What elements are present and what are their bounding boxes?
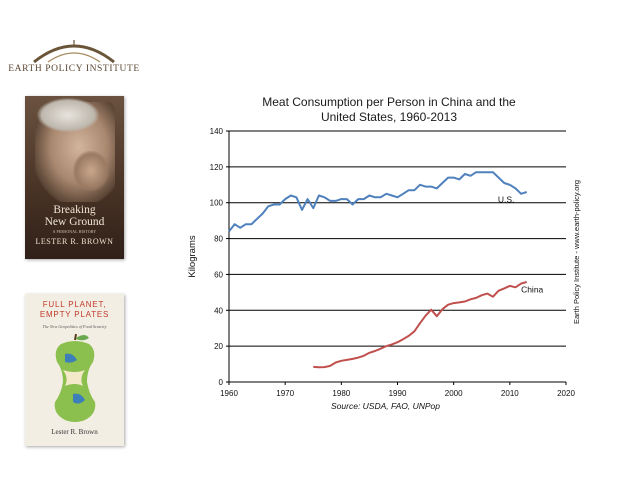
y-tick-label: 40 (214, 306, 223, 315)
x-tick-label: 2000 (445, 389, 463, 398)
chart-title: Meat Consumption per Person in China and… (262, 95, 516, 124)
book-cover-full-planet-empty-plates: FULL PLANET, EMPTY PLATES The New Geopol… (25, 294, 124, 446)
series-line-china (313, 281, 527, 369)
side-credit: Earth Policy Institute - www.earth-polic… (572, 179, 581, 325)
y-axis-label: Kilograms (187, 235, 198, 277)
book-cover-breaking-new-ground: Breaking New Ground A PERSONAL HISTORY L… (25, 96, 124, 259)
book-subtitle: A PERSONAL HISTORY (52, 230, 97, 234)
series-label-china: China (521, 284, 543, 294)
y-tick-label: 80 (214, 235, 223, 244)
book-title: FULL PLANET, EMPTY PLATES (39, 300, 110, 319)
y-tick-label: 0 (219, 378, 224, 387)
y-tick-label: 120 (210, 163, 224, 172)
logo-text: EARTH POLICY INSTITUTE (8, 64, 140, 74)
x-axis-label: Source: USDA, FAO, UNPop (331, 401, 440, 411)
series-label-us: U.S. (498, 195, 515, 205)
x-tick-label: 1980 (332, 389, 350, 398)
book-author: LESTER R. BROWN (35, 237, 114, 246)
apple-globe-icon (54, 334, 96, 422)
book-author: Lester R. Brown (51, 428, 98, 436)
series-line-us (228, 171, 528, 233)
y-tick-label: 20 (214, 342, 223, 351)
x-tick-label: 2020 (557, 389, 575, 398)
earth-policy-institute-logo: EARTH POLICY INSTITUTE (8, 36, 140, 82)
y-tick-label: 60 (214, 270, 223, 279)
x-tick-label: 1970 (276, 389, 294, 398)
logo-arc-icon (33, 40, 115, 64)
y-tick-label: 140 (210, 127, 224, 136)
x-tick-label: 1960 (220, 389, 238, 398)
book-title: Breaking New Ground (44, 204, 105, 228)
y-tick-label: 100 (210, 199, 224, 208)
x-tick-label: 2010 (501, 389, 519, 398)
x-tick-label: 1990 (389, 389, 407, 398)
book-subtitle: The New Geopolitics of Food Scarcity (42, 324, 107, 329)
